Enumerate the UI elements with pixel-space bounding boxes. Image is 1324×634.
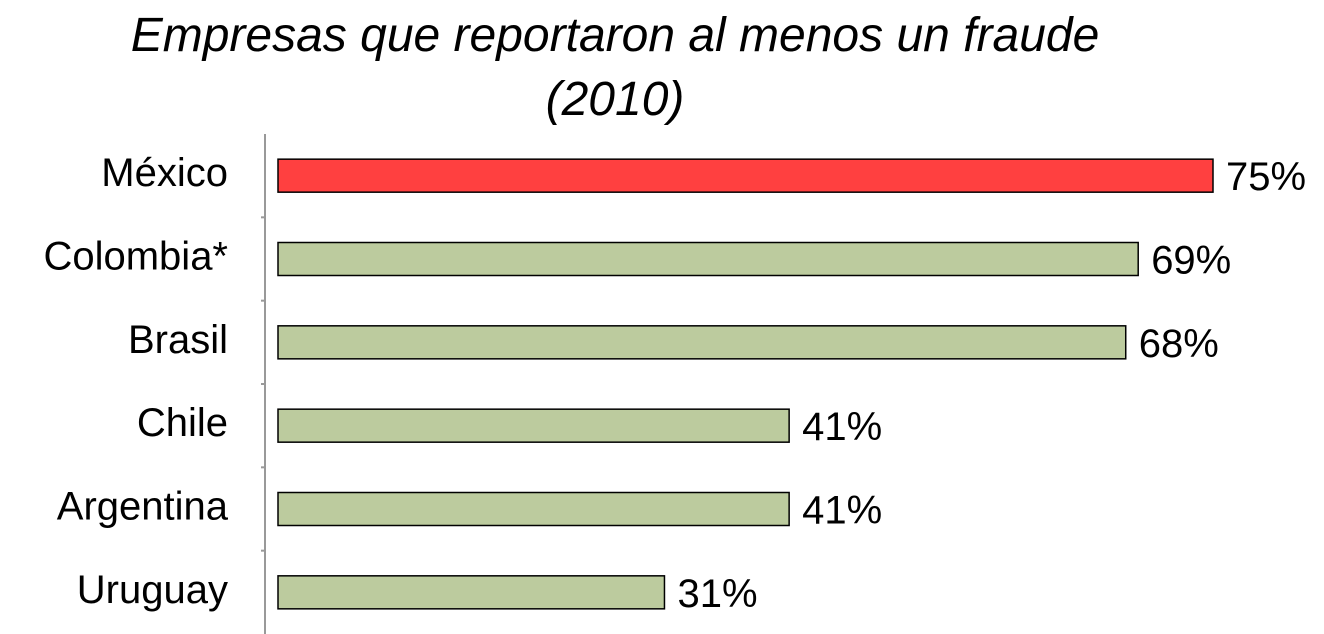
bar	[277, 325, 1127, 360]
bar	[277, 241, 1139, 277]
value-label: 75%	[1226, 155, 1306, 199]
category-label: Chile	[137, 401, 228, 445]
category-label: México	[101, 151, 228, 195]
bar	[277, 575, 666, 610]
value-label: 31%	[677, 572, 757, 616]
value-label: 41%	[802, 489, 882, 533]
value-label: 41%	[802, 405, 882, 449]
category-label: Uruguay	[77, 568, 228, 612]
category-label: Argentina	[57, 485, 229, 529]
value-label: 68%	[1139, 322, 1219, 366]
bar	[277, 408, 790, 443]
value-label: 69%	[1151, 239, 1231, 283]
category-label: Brasil	[128, 318, 228, 362]
chart-title: Empresas que reportaron al menos un frau…	[130, 9, 1100, 126]
bar	[277, 491, 790, 527]
bar	[277, 158, 1214, 193]
category-label: Colombia*	[43, 235, 228, 279]
